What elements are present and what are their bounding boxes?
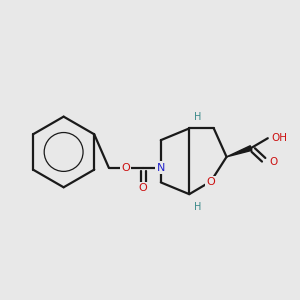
Text: H: H [194,202,202,212]
Text: O: O [270,157,278,167]
Text: O: O [121,163,130,173]
Text: O: O [139,183,148,193]
Text: OH: OH [272,133,288,143]
Text: O: O [206,177,215,188]
Polygon shape [226,146,252,157]
Text: N: N [157,163,165,173]
Text: H: H [194,112,202,122]
